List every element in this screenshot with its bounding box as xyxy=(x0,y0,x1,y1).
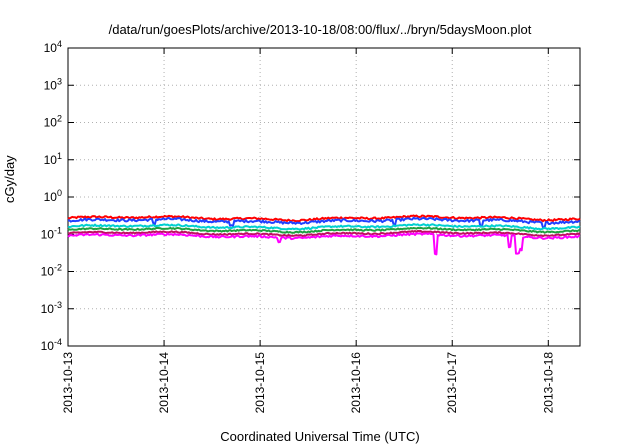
series-blue xyxy=(67,216,581,230)
x-axis-label: Coordinated Universal Time (UTC) xyxy=(220,429,420,444)
x-tick-label: 2013-10-15 xyxy=(253,352,267,414)
y-tick-label: 10-4 xyxy=(41,337,62,353)
series-red xyxy=(67,214,581,223)
series-green xyxy=(67,226,580,234)
x-tick-label: 2013-10-16 xyxy=(349,352,363,414)
y-axis-label: cGy/day xyxy=(2,155,17,203)
x-tick-label: 2013-10-18 xyxy=(541,352,555,414)
y-tick-label: 10-1 xyxy=(41,225,62,241)
y-tick-label: 103 xyxy=(44,76,62,92)
chart-title: /data/run/goesPlots/archive/2013-10-18/0… xyxy=(108,22,532,37)
x-tick-label: 2013-10-17 xyxy=(445,352,459,414)
series-magenta-dark xyxy=(67,229,581,238)
y-tick-label: 102 xyxy=(44,114,62,130)
y-tick-label: 10-3 xyxy=(41,300,62,316)
x-tick-label: 2013-10-13 xyxy=(61,352,75,414)
x-tick-label: 2013-10-14 xyxy=(157,352,171,414)
y-tick-label: 10-2 xyxy=(41,263,62,279)
series-magenta xyxy=(67,232,581,256)
series-cyan xyxy=(67,223,581,231)
plot-frame xyxy=(67,47,581,347)
y-tick-label: 104 xyxy=(44,39,62,55)
y-tick-label: 101 xyxy=(44,151,62,167)
y-tick-label: 100 xyxy=(44,188,62,204)
